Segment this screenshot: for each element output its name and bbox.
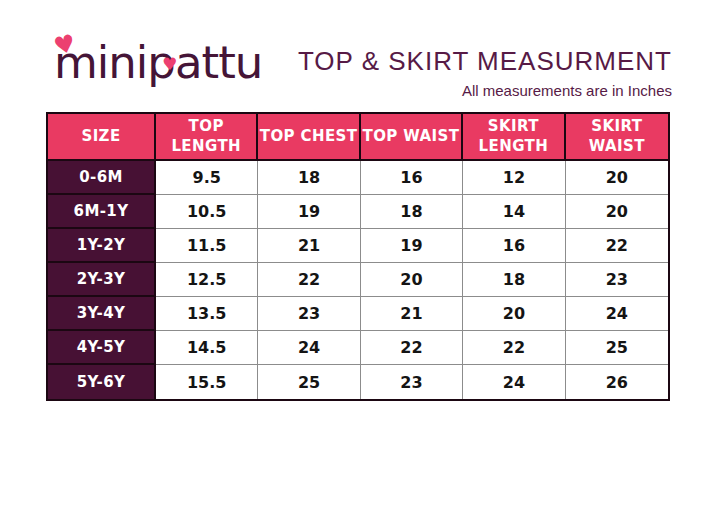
size-cell: 5Y-6Y [48, 365, 156, 399]
brand-logo-text: minipattu [54, 36, 262, 89]
table-header-row: SIZETOP LENGTHTOP CHESTTOP WAISTSKIRT LE… [48, 114, 668, 161]
page-title: TOP & SKIRT MEASURMENT [298, 46, 672, 77]
value-cell: 26 [566, 365, 668, 399]
value-cell: 23 [258, 297, 360, 331]
value-cell: 22 [566, 229, 668, 263]
size-cell: 1Y-2Y [48, 229, 156, 263]
value-cell: 23 [566, 263, 668, 297]
size-chart-page: minipattu ♥ ♥ TOP & SKIRT MEASURMENT All… [0, 0, 720, 509]
value-cell: 24 [566, 297, 668, 331]
table-row: 1Y-2Y11.521191622 [48, 229, 668, 263]
value-cell: 15.5 [156, 365, 258, 399]
value-cell: 10.5 [156, 195, 258, 229]
value-cell: 16 [361, 161, 463, 195]
table-row: 6M-1Y10.519181420 [48, 195, 668, 229]
value-cell: 19 [258, 195, 360, 229]
size-cell: 3Y-4Y [48, 297, 156, 331]
value-cell: 13.5 [156, 297, 258, 331]
table-body: 0-6M9.5181612206M-1Y10.5191814201Y-2Y11.… [48, 161, 668, 399]
size-cell: 0-6M [48, 161, 156, 195]
value-cell: 22 [463, 331, 565, 365]
value-cell: 11.5 [156, 229, 258, 263]
size-cell: 6M-1Y [48, 195, 156, 229]
value-cell: 12.5 [156, 263, 258, 297]
value-cell: 22 [258, 263, 360, 297]
value-cell: 25 [258, 365, 360, 399]
column-header-top-length: TOP LENGTH [156, 114, 258, 161]
column-header-skirt-length: SKIRT LENGTH [463, 114, 565, 161]
value-cell: 12 [463, 161, 565, 195]
table-row: 0-6M9.518161220 [48, 161, 668, 195]
value-cell: 9.5 [156, 161, 258, 195]
column-header-size: SIZE [48, 114, 156, 161]
table-row: 2Y-3Y12.522201823 [48, 263, 668, 297]
value-cell: 20 [566, 195, 668, 229]
brand-logo: minipattu ♥ ♥ [54, 40, 262, 85]
value-cell: 21 [361, 297, 463, 331]
column-header-top-waist: TOP WAIST [361, 114, 463, 161]
value-cell: 23 [361, 365, 463, 399]
value-cell: 22 [361, 331, 463, 365]
units-note: All measurements are in Inches [462, 82, 672, 99]
table-row: 4Y-5Y14.524222225 [48, 331, 668, 365]
value-cell: 24 [463, 365, 565, 399]
value-cell: 18 [361, 195, 463, 229]
value-cell: 24 [258, 331, 360, 365]
value-cell: 16 [463, 229, 565, 263]
column-header-skirt-waist: SKIRT WAIST [566, 114, 668, 161]
value-cell: 20 [361, 263, 463, 297]
value-cell: 19 [361, 229, 463, 263]
value-cell: 20 [566, 161, 668, 195]
value-cell: 14.5 [156, 331, 258, 365]
measurement-table: SIZETOP LENGTHTOP CHESTTOP WAISTSKIRT LE… [46, 112, 670, 401]
column-header-top-chest: TOP CHEST [258, 114, 360, 161]
value-cell: 25 [566, 331, 668, 365]
size-cell: 4Y-5Y [48, 331, 156, 365]
table-row: 5Y-6Y15.525232426 [48, 365, 668, 399]
value-cell: 18 [258, 161, 360, 195]
value-cell: 14 [463, 195, 565, 229]
value-cell: 21 [258, 229, 360, 263]
value-cell: 20 [463, 297, 565, 331]
value-cell: 18 [463, 263, 565, 297]
size-cell: 2Y-3Y [48, 263, 156, 297]
table-row: 3Y-4Y13.523212024 [48, 297, 668, 331]
